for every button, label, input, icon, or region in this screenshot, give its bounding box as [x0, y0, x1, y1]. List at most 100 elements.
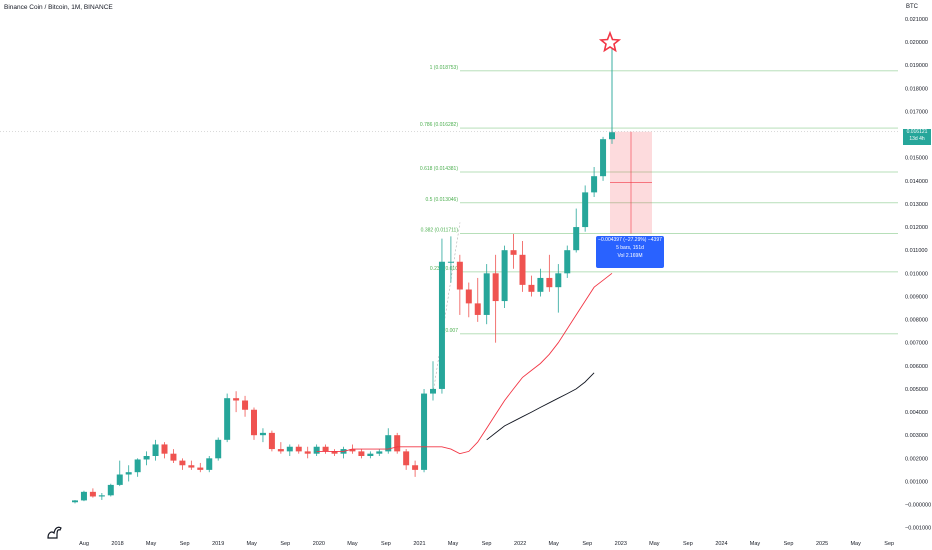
candle-body: [600, 139, 607, 177]
candle-body: [555, 273, 562, 288]
fib-level-label: 0.382 (0.011711): [421, 228, 459, 234]
x-tick-label: 2025: [816, 541, 828, 547]
star-icon: [598, 30, 622, 53]
candle-body: [161, 444, 168, 454]
x-tick-label: 2021: [413, 541, 425, 547]
y-tick-label: 0.005000: [905, 387, 928, 393]
candle-body: [385, 435, 392, 452]
x-tick-label: Sep: [180, 541, 190, 547]
candle-body: [456, 261, 463, 290]
tradingview-logo-icon[interactable]: [46, 522, 64, 540]
candle-body: [564, 250, 571, 274]
candle-body: [528, 284, 535, 292]
candlestick-series: [72, 49, 615, 504]
candle-body: [421, 393, 428, 470]
candle-body: [251, 409, 257, 436]
candle-body: [430, 388, 436, 394]
x-tick-label: May: [850, 541, 861, 547]
y-tick-label: 0.017000: [905, 109, 928, 115]
y-tick-label: 0.011000: [905, 248, 928, 254]
candle-body: [331, 451, 338, 454]
fib-trend-line: [432, 222, 461, 394]
x-tick-label: May: [247, 541, 258, 547]
candle-body: [107, 484, 114, 496]
candle-body: [179, 460, 186, 466]
moving-averages: [316, 272, 613, 455]
candle-body: [519, 254, 526, 285]
candle-body: [582, 192, 589, 228]
measure-bars: 5 bars, 151d: [616, 245, 644, 251]
y-tick-label: −0.000000: [905, 503, 931, 509]
y-tick-label: 0.010000: [905, 271, 928, 277]
candle-body: [313, 446, 320, 454]
candle-body: [170, 453, 177, 461]
time-axis: Aug 2018 May Sep 2019 May Sep 2020 May Sep 2021 May…: [79, 541, 894, 547]
candle-body: [295, 446, 302, 452]
x-tick-label: 2018: [111, 541, 123, 547]
candle-body: [349, 449, 356, 452]
y-tick-label: 0.004000: [905, 410, 928, 416]
candle-body: [367, 453, 374, 456]
candle-body: [510, 250, 517, 255]
candle-body: [89, 491, 96, 497]
candle-body: [492, 273, 499, 302]
x-tick-label: Sep: [784, 541, 794, 547]
candle-body: [304, 451, 311, 454]
bar-countdown: 13d 4h: [909, 136, 925, 142]
last-price-badge: 0.016121 13d 4h: [903, 129, 931, 145]
candle-body: [72, 500, 78, 503]
candle-body: [215, 439, 222, 459]
x-tick-label: May: [448, 541, 459, 547]
candle-body: [376, 451, 383, 454]
fib-level-label: 1 (0.018753): [430, 65, 459, 71]
ma-fast-line: [316, 272, 613, 455]
candle-body: [358, 451, 365, 456]
last-price: 0.016121: [906, 129, 928, 135]
candle-body: [197, 467, 204, 470]
candle-body: [501, 250, 508, 302]
y-tick-label: 0.018000: [905, 86, 928, 92]
candle-body: [322, 446, 329, 452]
x-tick-label: 2022: [514, 541, 526, 547]
fib-level-label: 0 (0.007: [440, 328, 459, 334]
measure-change: −0.004397 (−27.29%) −4397: [598, 237, 662, 243]
candle-body: [412, 465, 419, 470]
candle-body: [591, 176, 598, 193]
candle-body: [268, 432, 275, 450]
y-tick-label: 0.006000: [905, 364, 928, 370]
fib-level-label: 0.786 (0.016282): [420, 122, 458, 128]
x-tick-label: 2023: [615, 541, 627, 547]
y-tick-label: 0.020000: [905, 40, 928, 46]
candle-body: [394, 435, 401, 452]
x-tick-label: 2020: [313, 541, 325, 547]
y-tick-label: 0.012000: [905, 225, 928, 231]
candle-body: [206, 458, 213, 470]
price-axis: 0.021000 0.020000 0.019000 0.018000 0.017000…: [905, 17, 931, 532]
candle-body: [465, 289, 472, 304]
y-tick-label: 0.019000: [905, 63, 928, 69]
x-tick-label: Sep: [582, 541, 592, 547]
x-tick-label: 2024: [715, 541, 727, 547]
candle-body: [474, 303, 481, 315]
measure-volume: Vol 2.169M: [617, 253, 643, 259]
candle-body: [573, 227, 580, 251]
x-tick-label: 2019: [212, 541, 224, 547]
x-tick-label: Aug: [79, 541, 89, 547]
ma-slow-line: [486, 372, 595, 441]
x-tick-label: Sep: [683, 541, 693, 547]
candle-body: [537, 277, 544, 292]
candle-body: [259, 432, 266, 436]
candle-body: [224, 398, 231, 440]
measure-range: [610, 49, 652, 234]
y-tick-label: 0.015000: [905, 156, 928, 162]
star-marker: [598, 30, 622, 53]
x-tick-label: Sep: [381, 541, 391, 547]
x-tick-label: Sep: [884, 541, 894, 547]
x-tick-label: May: [347, 541, 358, 547]
x-tick-label: May: [146, 541, 157, 547]
measure-tooltip: −0.004397 (−27.29%) −4397 5 bars, 151d V…: [596, 236, 664, 268]
candle-body: [286, 446, 293, 452]
candle-body: [80, 491, 87, 501]
candle-body: [483, 273, 490, 315]
